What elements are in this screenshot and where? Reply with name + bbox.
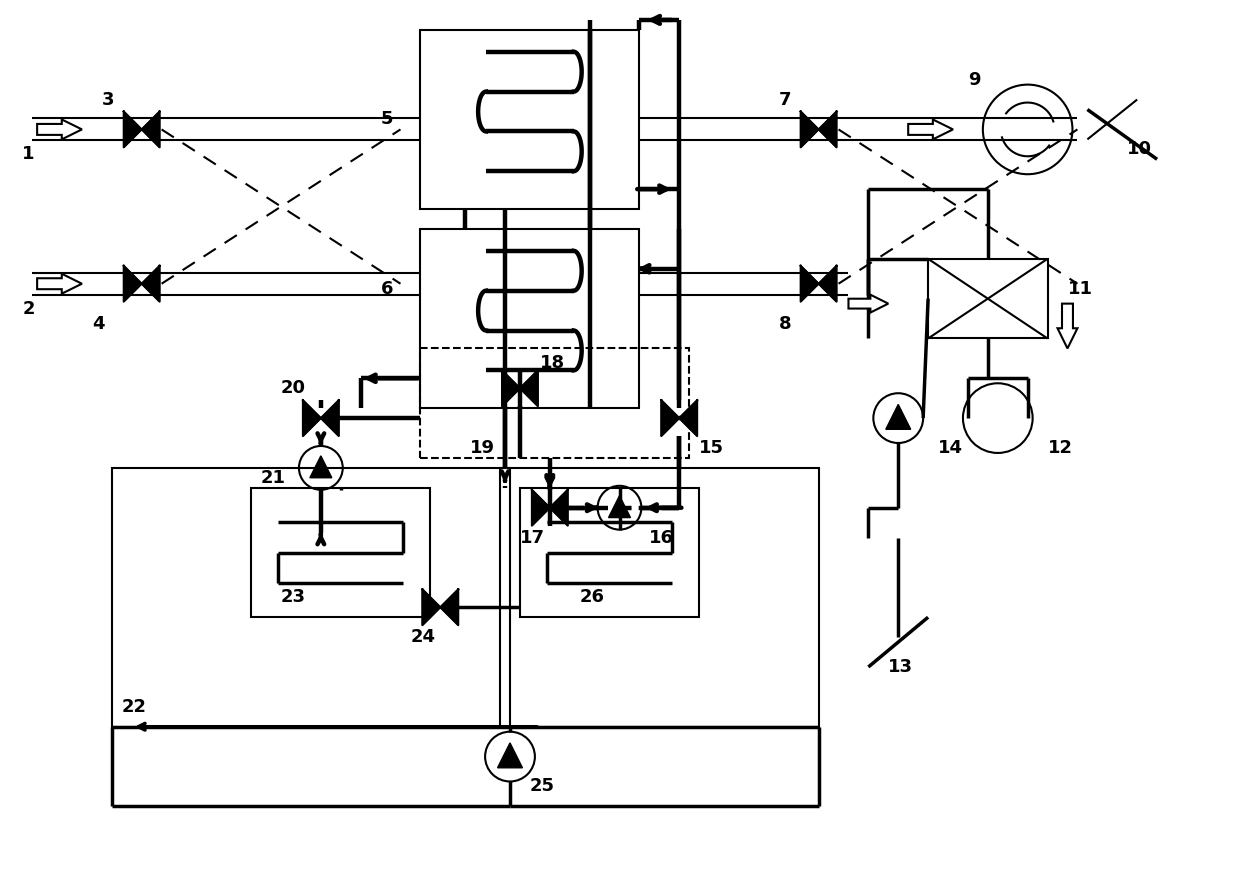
Bar	[928, 259, 1047, 338]
Text: 6: 6	[380, 280, 393, 298]
Polygon shape	[124, 112, 141, 147]
Polygon shape	[849, 295, 888, 313]
Text: 19: 19	[470, 439, 496, 457]
Polygon shape	[321, 400, 338, 436]
Text: 20: 20	[281, 379, 306, 397]
Text: 8: 8	[779, 315, 792, 332]
Polygon shape	[502, 370, 520, 406]
Text: 13: 13	[888, 658, 913, 676]
Text: 1: 1	[22, 145, 35, 163]
Polygon shape	[520, 370, 538, 406]
Polygon shape	[679, 400, 698, 436]
Polygon shape	[302, 400, 321, 436]
Text: 24: 24	[410, 628, 435, 646]
Text: 10: 10	[1127, 140, 1152, 159]
Polygon shape	[1058, 304, 1078, 348]
Text: 4: 4	[92, 315, 104, 332]
Polygon shape	[608, 495, 631, 517]
Text: 14: 14	[938, 439, 963, 457]
Polygon shape	[422, 589, 440, 626]
Polygon shape	[141, 112, 160, 147]
Text: 7: 7	[779, 90, 792, 109]
Bar	[420, 30, 639, 209]
Polygon shape	[800, 112, 819, 147]
Polygon shape	[37, 120, 82, 139]
Polygon shape	[819, 112, 836, 147]
Polygon shape	[800, 266, 819, 301]
Polygon shape	[37, 274, 82, 293]
Text: 18: 18	[540, 354, 565, 372]
Polygon shape	[141, 266, 160, 301]
Text: 26: 26	[580, 588, 605, 606]
Bar	[501, 468, 819, 727]
Text: 5: 5	[380, 111, 393, 128]
Bar	[252, 488, 430, 618]
Text: 9: 9	[968, 71, 980, 89]
Text: 23: 23	[281, 588, 306, 606]
Text: 25: 25	[530, 777, 555, 796]
Text: 22: 22	[121, 698, 146, 716]
Text: 15: 15	[699, 439, 724, 457]
Polygon shape	[532, 490, 550, 525]
Text: 12: 12	[1047, 439, 1073, 457]
Bar	[520, 488, 699, 618]
Polygon shape	[550, 490, 567, 525]
Bar	[420, 348, 689, 458]
Text: 17: 17	[520, 529, 545, 547]
Polygon shape	[310, 455, 332, 478]
Bar	[112, 468, 510, 727]
Text: 11: 11	[1068, 280, 1093, 298]
Polygon shape	[440, 589, 458, 626]
Text: 16: 16	[649, 529, 674, 547]
Text: 3: 3	[102, 90, 114, 109]
Text: 2: 2	[22, 299, 35, 317]
Polygon shape	[819, 266, 836, 301]
Polygon shape	[498, 742, 523, 768]
Polygon shape	[908, 120, 953, 139]
Polygon shape	[124, 266, 141, 301]
Bar	[420, 229, 639, 408]
Polygon shape	[886, 404, 911, 430]
Polygon shape	[662, 400, 679, 436]
Text: 21: 21	[261, 469, 286, 486]
